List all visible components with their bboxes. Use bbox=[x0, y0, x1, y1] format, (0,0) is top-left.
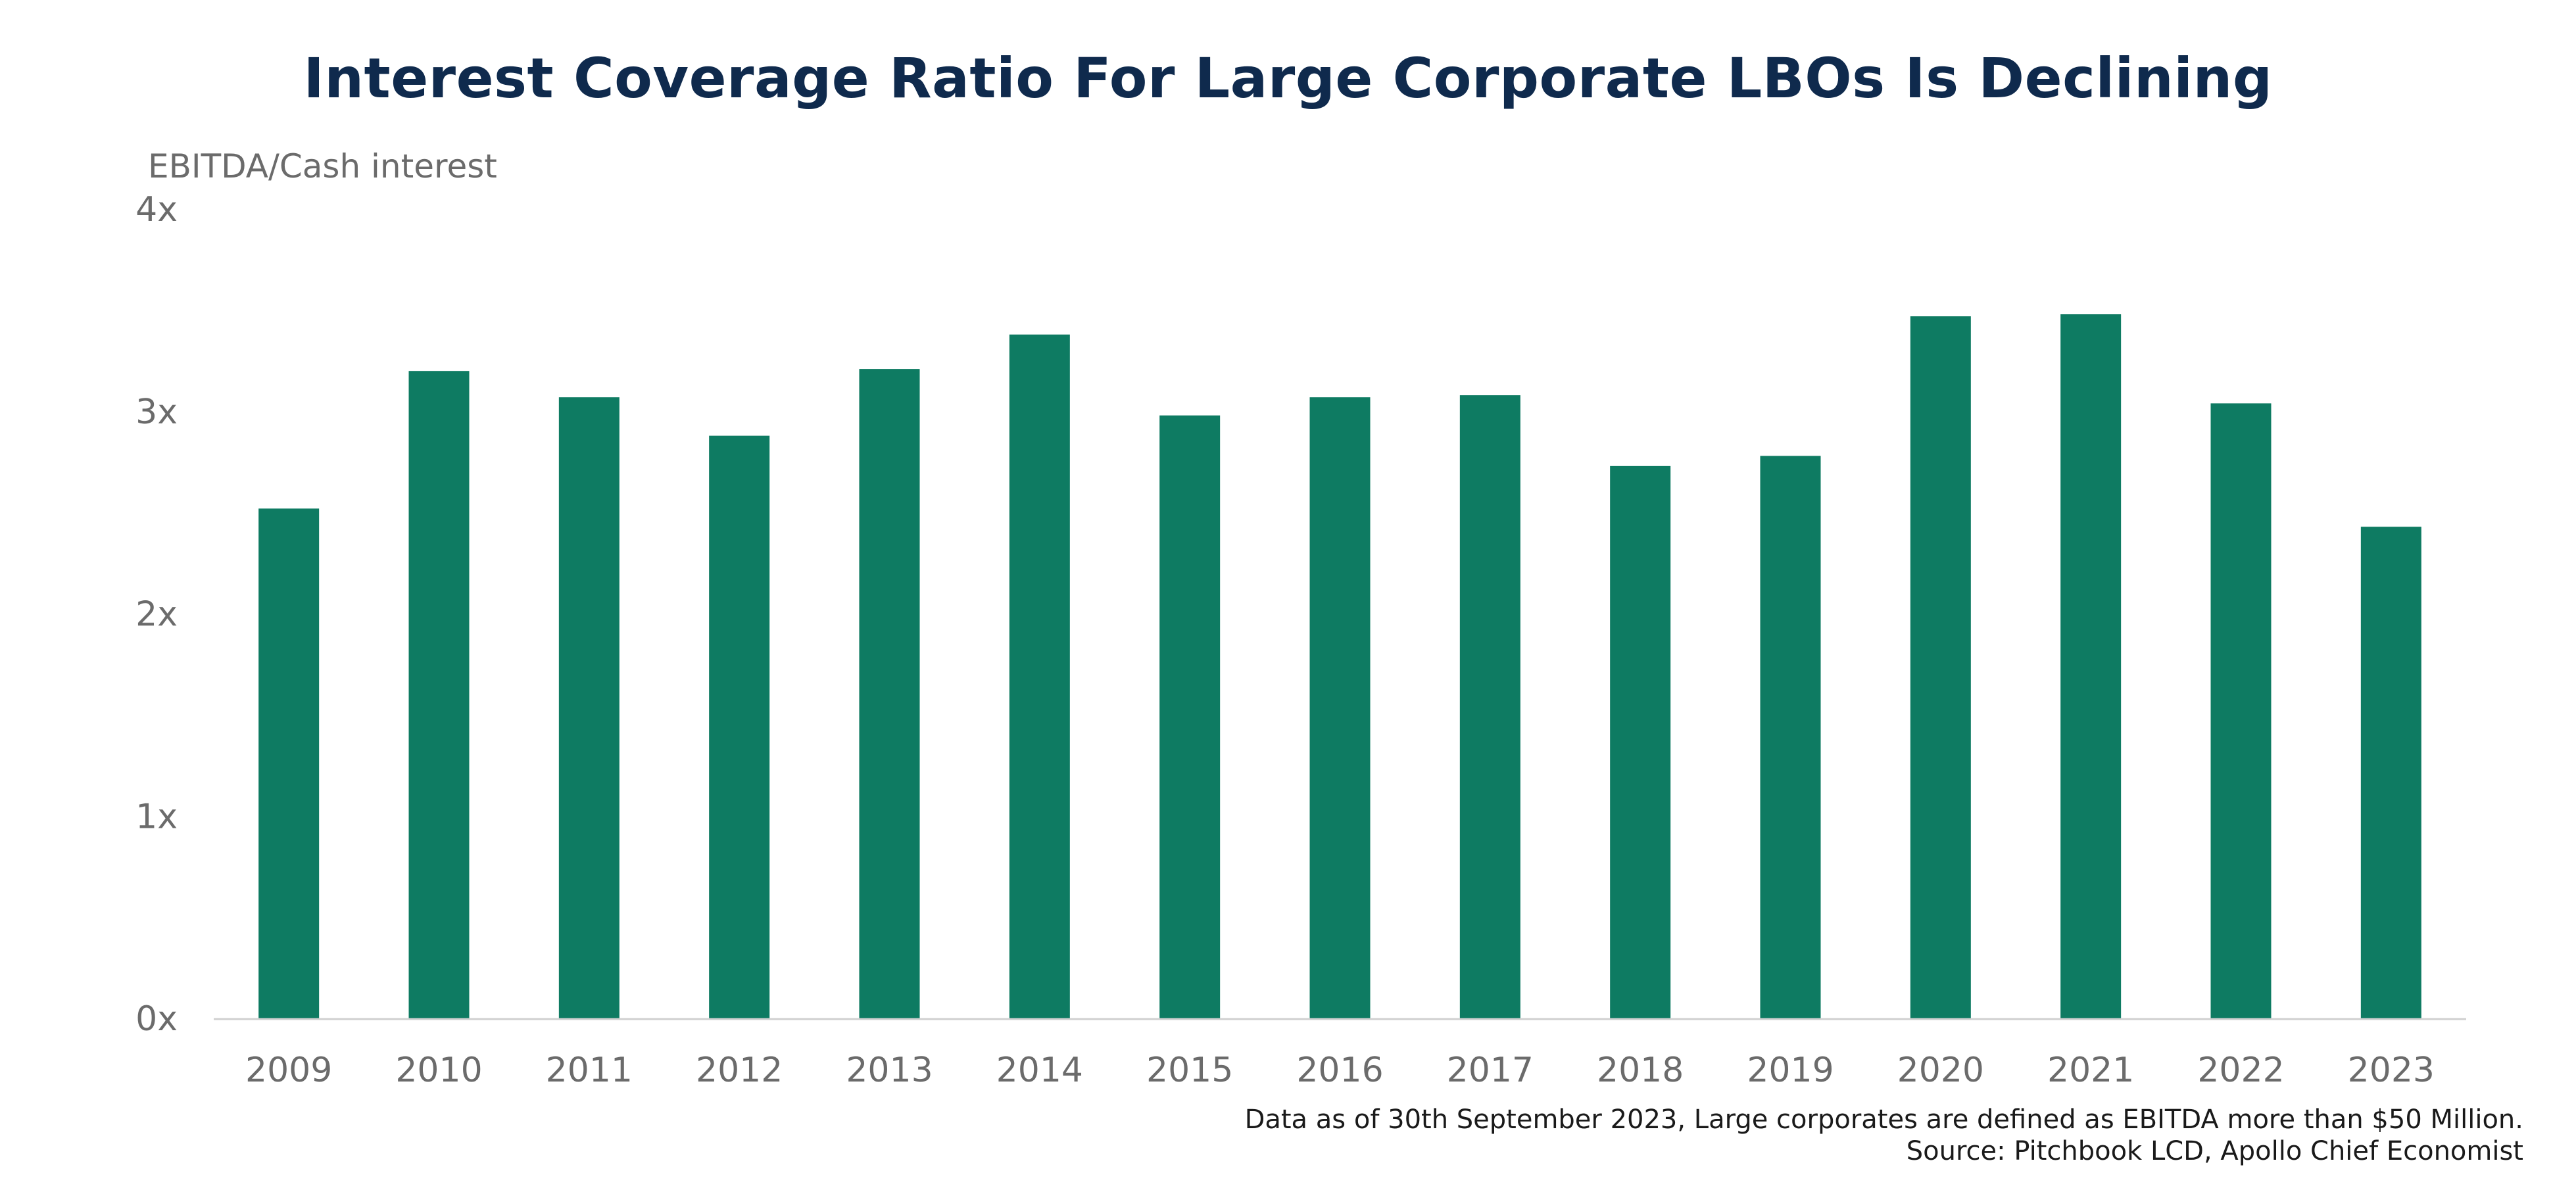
bar-2021 bbox=[2060, 314, 2122, 1018]
bar-2015 bbox=[1159, 415, 1221, 1018]
bar-2013 bbox=[859, 369, 920, 1018]
x-tick-label: 2023 bbox=[2348, 1051, 2435, 1090]
x-axis-ticks: 2009 2010 2011 2012 2013 2014 2015 2016 2017 2018… bbox=[245, 1051, 2435, 1090]
bar-2023 bbox=[2360, 527, 2421, 1018]
bar-2017 bbox=[1459, 395, 1520, 1018]
x-tick-label: 2011 bbox=[546, 1051, 633, 1090]
y-tick-label: 0x bbox=[135, 999, 178, 1039]
chart-title: Interest Coverage Ratio For Large Corpor… bbox=[303, 46, 2273, 110]
x-tick-label: 2015 bbox=[1146, 1051, 1233, 1090]
x-tick-label: 2016 bbox=[1296, 1051, 1383, 1090]
data-note: Data as of 30th September 2023, Large co… bbox=[1244, 1105, 2523, 1135]
source-note: Source: Pitchbook LCD, Apollo Chief Econ… bbox=[1906, 1136, 2523, 1166]
x-tick-label: 2018 bbox=[1597, 1051, 1684, 1090]
bars bbox=[258, 314, 2421, 1019]
bar-2009 bbox=[258, 508, 320, 1018]
x-tick-label: 2013 bbox=[846, 1051, 933, 1090]
y-axis-ticks: 0x 1x 2x 3x 4x bbox=[135, 190, 178, 1039]
y-tick-label: 2x bbox=[135, 595, 178, 634]
bar-2010 bbox=[408, 371, 470, 1018]
x-tick-label: 2012 bbox=[696, 1051, 783, 1090]
x-tick-label: 2022 bbox=[2197, 1051, 2284, 1090]
y-tick-label: 1x bbox=[135, 797, 178, 836]
x-tick-label: 2014 bbox=[996, 1051, 1083, 1090]
x-tick-label: 2021 bbox=[2047, 1051, 2134, 1090]
y-tick-label: 3x bbox=[135, 393, 178, 432]
bar-2019 bbox=[1760, 456, 1821, 1018]
x-tick-label: 2020 bbox=[1897, 1051, 1984, 1090]
bar-2020 bbox=[1910, 316, 1971, 1018]
bar-2022 bbox=[2210, 403, 2272, 1018]
bar-2018 bbox=[1610, 465, 1671, 1018]
x-tick-label: 2010 bbox=[395, 1051, 482, 1090]
bar-2014 bbox=[1009, 334, 1070, 1019]
x-tick-label: 2019 bbox=[1747, 1051, 1834, 1090]
bar-2011 bbox=[558, 397, 620, 1018]
bar-2016 bbox=[1309, 397, 1371, 1018]
x-tick-label: 2009 bbox=[245, 1051, 332, 1090]
bar-2012 bbox=[709, 435, 770, 1018]
y-axis-label: EBITDA/Cash interest bbox=[148, 147, 497, 185]
x-tick-label: 2017 bbox=[1447, 1051, 1534, 1090]
y-tick-label: 4x bbox=[135, 190, 178, 229]
